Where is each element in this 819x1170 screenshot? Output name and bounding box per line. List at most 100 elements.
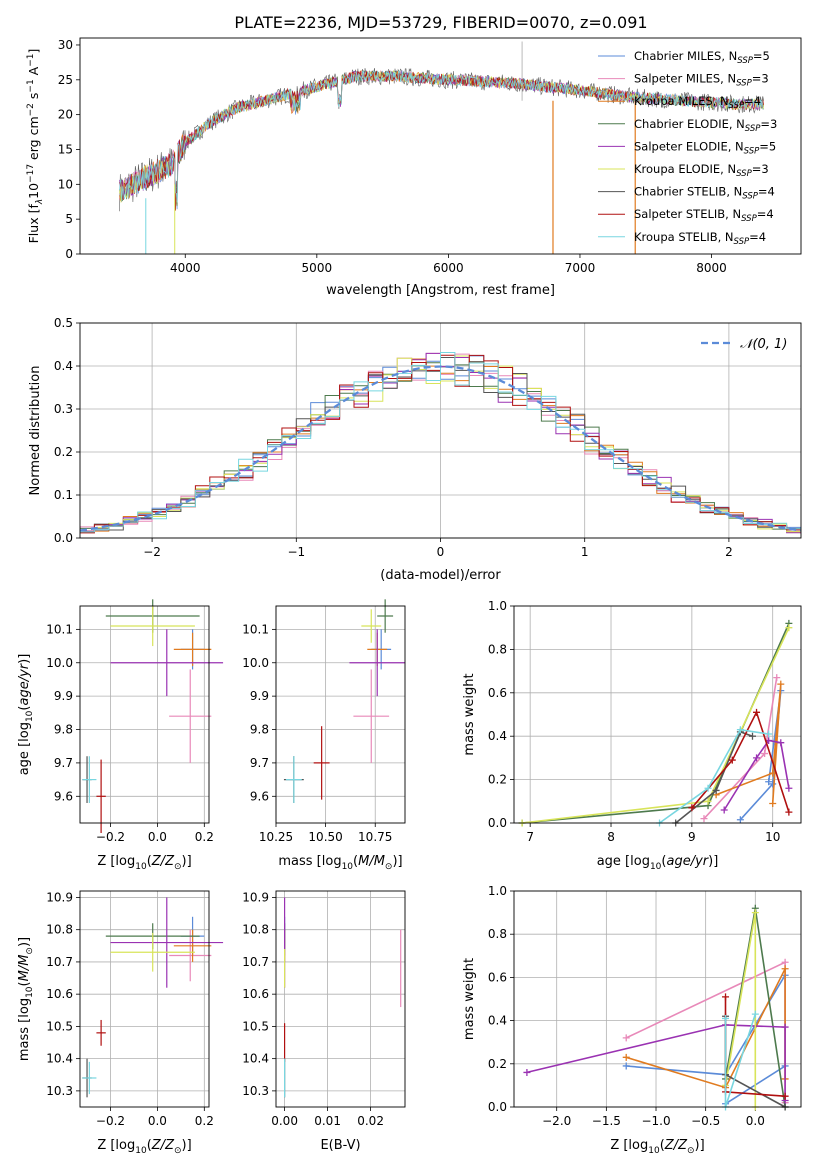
label-sub: 10 xyxy=(25,986,35,998)
x-tick-label: 0.00 xyxy=(271,1114,298,1128)
legend-text: Chabrier MILES, N xyxy=(634,49,737,63)
y-tick-label: 10.7 xyxy=(242,955,269,969)
weight-marker xyxy=(688,804,696,812)
y-tick-label: 9.8 xyxy=(54,723,73,737)
label-sub: ⊙ xyxy=(687,1146,695,1156)
weight-marker xyxy=(769,799,777,807)
y-tick-label: 0.6 xyxy=(488,686,507,700)
weight-marker xyxy=(769,769,777,777)
y-tick-label: 9.6 xyxy=(54,789,73,803)
label-text: )] xyxy=(695,1138,705,1153)
spectrum-line xyxy=(119,69,636,211)
y-tick-label: 0.0 xyxy=(54,531,73,545)
legend-label: Chabrier STELIB, NSSP=4 xyxy=(634,185,775,202)
x-tick-label: −0.2 xyxy=(96,1114,125,1128)
weight-line xyxy=(659,728,769,824)
x-tick-label: −1 xyxy=(287,545,305,559)
y-tick-label: 10.8 xyxy=(46,923,73,937)
legend-text: Kroupa MILES, N xyxy=(634,94,729,108)
label-text: ( xyxy=(147,1138,152,1153)
y-tick-label: 0.6 xyxy=(488,970,507,984)
y-tick-label: 10.6 xyxy=(242,987,269,1001)
label-italic: age/yr xyxy=(666,854,709,869)
y-tick-label: 0.5 xyxy=(54,316,73,330)
label-text: ( xyxy=(17,981,32,986)
y-tick-label: 10.6 xyxy=(46,987,73,1001)
axes-frame xyxy=(79,605,210,824)
label-text: mass [log xyxy=(17,998,32,1061)
label-sub: 10 xyxy=(25,710,35,722)
legend-text: =4 xyxy=(758,185,775,199)
label-sub: 10 xyxy=(135,1146,147,1156)
weight-marker xyxy=(748,732,756,740)
axis-label: age [log10(age/yr)] xyxy=(597,854,719,872)
legend-sub: SSP xyxy=(736,169,752,179)
legend-text: Salpeter ELODIE, N xyxy=(634,139,744,153)
weight-marker xyxy=(785,784,793,792)
axes-frame xyxy=(275,890,406,1108)
weight-marker xyxy=(622,1053,630,1061)
legend-sub: SSP xyxy=(742,192,758,202)
y-tick-label: 0.4 xyxy=(54,359,73,373)
legend-label: Kroupa STELIB, NSSP=4 xyxy=(634,230,766,247)
x-tick-label: −1.5 xyxy=(592,1114,621,1128)
label-italic: M/M xyxy=(17,955,32,982)
weight-marker xyxy=(751,909,759,917)
axis-label: Z [log10(Z/Z⊙)] xyxy=(97,854,191,872)
y-tick-label: 9.7 xyxy=(250,756,269,770)
weight-line xyxy=(691,710,790,813)
legend-label: Kroupa ELODIE, NSSP=3 xyxy=(634,162,769,179)
legend-sub: SSP xyxy=(737,56,753,66)
x-axis-label: (data-model)/error xyxy=(380,568,501,583)
legend-sub: SSP xyxy=(734,237,750,247)
x-tick-label: 0.02 xyxy=(357,1114,384,1128)
weight-marker xyxy=(781,1023,789,1031)
legend-text: Chabrier ELODIE, N xyxy=(634,117,745,131)
y-tick-label: 10.1 xyxy=(46,622,73,636)
x-tick-label: 10.25 xyxy=(259,830,293,844)
weight-marker xyxy=(761,750,769,758)
weight-marker xyxy=(722,993,730,1001)
label-text: Z [log xyxy=(97,1138,135,1153)
weight-line xyxy=(723,739,790,811)
legend-label: 𝒩(0, 1) xyxy=(740,337,787,352)
label-text: ( xyxy=(17,706,32,711)
legend-sub: SSP xyxy=(736,79,752,89)
y-tick-label: 0.8 xyxy=(488,642,507,656)
axes-frame xyxy=(275,605,406,824)
weight-marker xyxy=(622,1062,630,1070)
x-tick-label: −1.0 xyxy=(641,1114,670,1128)
weight-marker xyxy=(704,797,712,805)
legend-label: Chabrier ELODIE, NSSP=3 xyxy=(634,117,777,134)
weight-marker xyxy=(736,816,744,824)
legend-text: =3 xyxy=(752,72,769,86)
legend-sub: SSP xyxy=(729,101,745,111)
chart-layer: 4000 5000 6000 7000 8000051015202530waveleng… xyxy=(17,37,802,1156)
y-tick-label: 9.8 xyxy=(250,723,269,737)
weight-line xyxy=(522,623,790,824)
spectrum-line xyxy=(119,70,764,211)
label-italic: M/M xyxy=(358,854,385,869)
label-text: ( xyxy=(147,854,152,869)
y-label-part: 10 xyxy=(26,183,41,199)
y-tick-label: 0.2 xyxy=(488,773,507,787)
panel-age_vs_Z: −0.2 0.0 0.29.69.79.89.910.010.1Z [log10(Z… xyxy=(17,599,224,872)
y-tick-label: 10.7 xyxy=(46,955,73,969)
y-tick-label: 9.9 xyxy=(250,689,269,703)
x-tick-label: 9 xyxy=(688,830,696,844)
y-tick-label: 0.3 xyxy=(54,402,73,416)
weight-marker xyxy=(736,726,744,734)
label-text: )] xyxy=(17,654,32,664)
label-italic: Z/Z xyxy=(664,1138,688,1153)
x-tick-label: 0.0 xyxy=(746,1114,765,1128)
y-tick-label: 0 xyxy=(65,247,73,261)
legend-text: Kroupa ELODIE, N xyxy=(634,162,736,176)
y-axis-label: mass weight xyxy=(462,673,477,755)
y-axis-label: mass weight xyxy=(462,958,477,1040)
y-tick-label: 10.9 xyxy=(46,890,73,904)
panel-mass_vs_Z: −0.2 0.0 0.2 10.3 10.4 10.5 10.6 10.7 10.8 10.9 Z … xyxy=(17,890,224,1156)
label-text: age [log xyxy=(17,722,32,775)
x-tick-label: 1 xyxy=(581,545,589,559)
